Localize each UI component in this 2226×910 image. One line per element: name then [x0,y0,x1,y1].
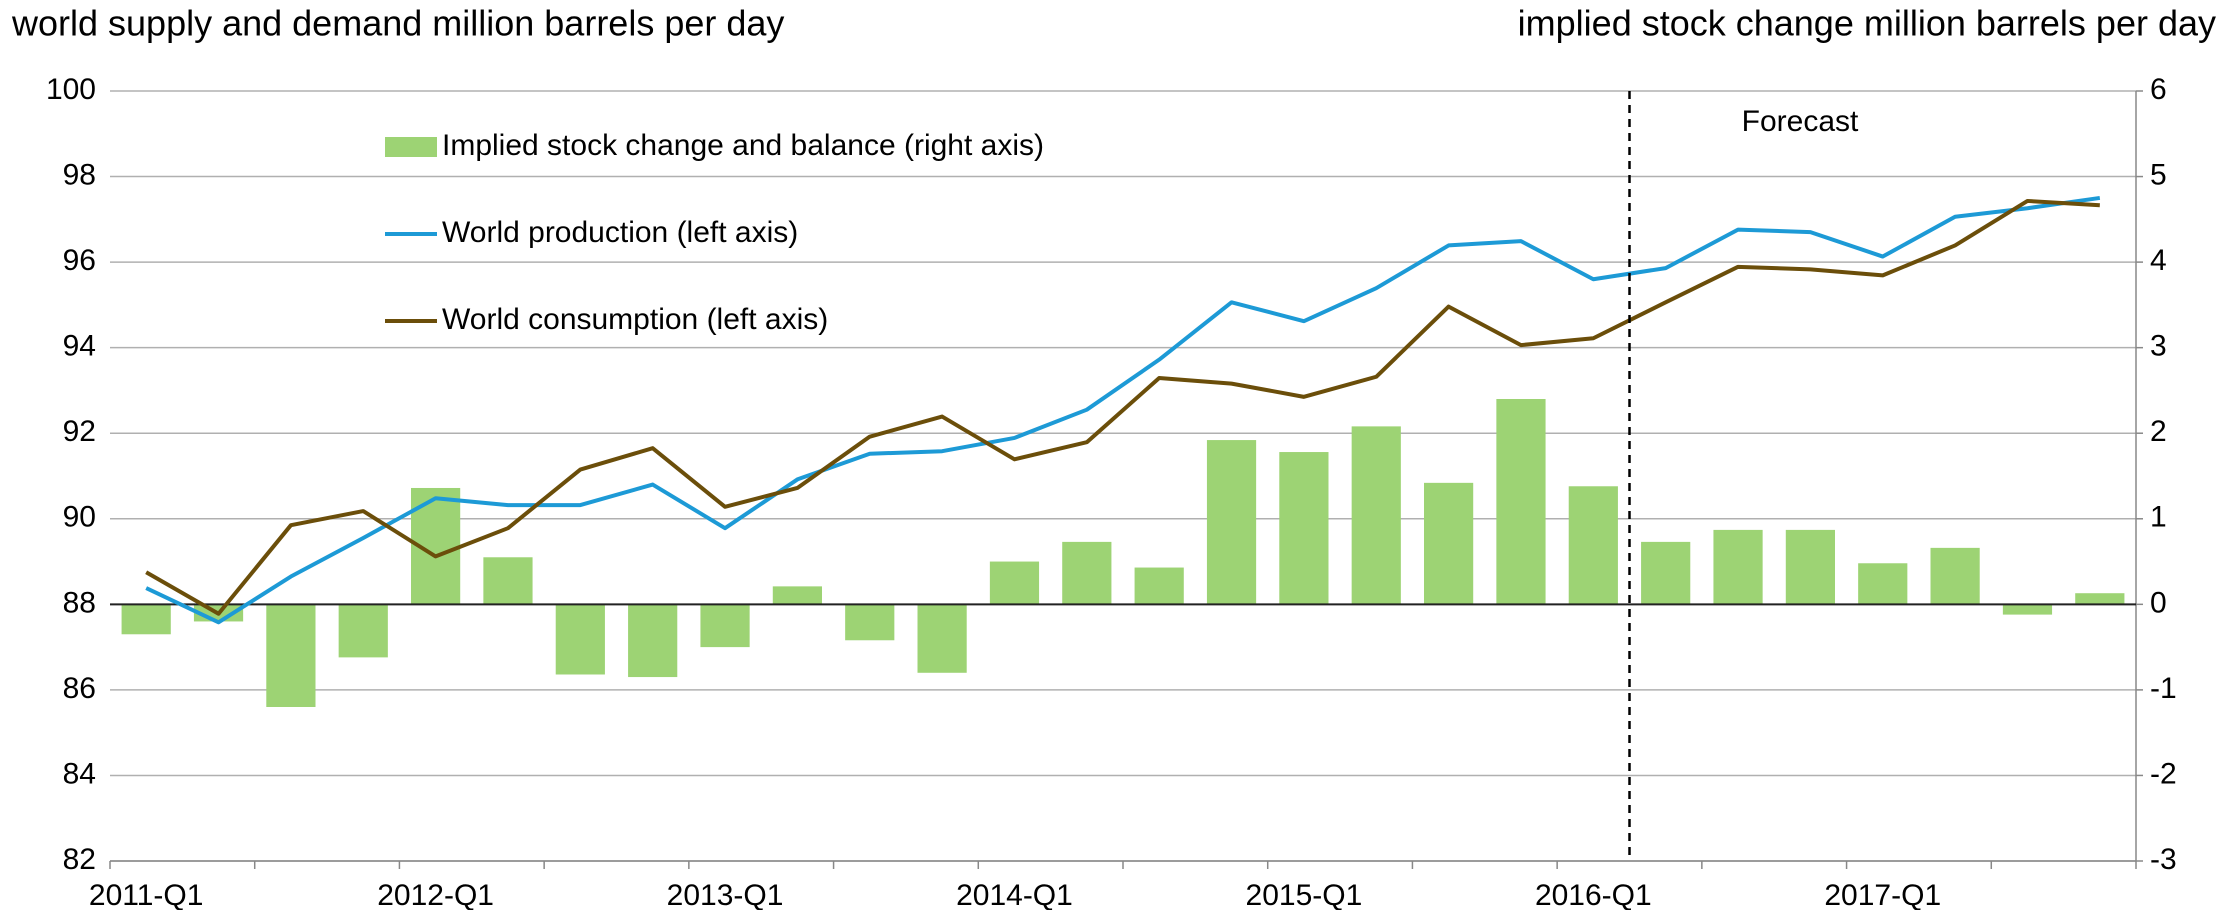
x-tick-label: 2014-Q1 [956,879,1073,910]
legend-label: Implied stock change and balance (right … [442,129,1044,162]
x-tick-label: 2015-Q1 [1246,879,1363,910]
x-tick-label: 2012-Q1 [377,879,494,910]
bar [483,557,533,605]
bar [2002,604,2053,615]
bar [555,604,605,675]
bar [1641,541,1691,605]
y-tick-label: 90 [63,501,96,534]
y2-axis-title: implied stock change million barrels per… [1518,3,2216,44]
y-axis-title: world supply and demand million barrels … [11,3,784,44]
bar [1134,567,1184,605]
bar [628,604,678,678]
bar [1206,440,1257,605]
y2-tick-label: -3 [2150,843,2177,876]
bar [1351,426,1401,605]
bar [1785,529,1835,605]
y-tick-label: 88 [63,586,96,619]
bar [266,604,316,707]
legend-label: World consumption (left axis) [442,303,828,336]
legend-swatch [385,137,437,157]
y2-tick-label: 6 [2150,73,2167,106]
y2-tick-label: 2 [2150,415,2167,448]
bar [1496,399,1546,605]
bar [917,604,967,673]
y2-tick-label: 1 [2150,501,2167,534]
x-tick-label: 2013-Q1 [667,879,784,910]
bar [338,604,388,658]
y-tick-label: 92 [63,415,96,448]
bar [845,604,895,641]
bar [121,604,171,635]
annotation: Forecast [1742,105,1859,138]
y-tick-label: 86 [63,672,96,705]
bar [989,561,1040,605]
bar [2075,593,2125,605]
bar [700,604,750,648]
y-tick-label: 94 [63,330,96,363]
bar [1858,563,1908,605]
bar [1713,529,1763,605]
y-tick-label: 100 [46,73,96,106]
y2-tick-label: 5 [2150,158,2167,191]
y-tick-label: 96 [63,244,96,277]
x-tick-label: 2011-Q1 [89,879,204,910]
bar [1424,482,1474,605]
bar [1568,486,1618,605]
bar [1279,452,1329,605]
y2-tick-label: -1 [2150,672,2177,705]
x-tick-label: 2016-Q1 [1535,879,1652,910]
line [145,198,2100,616]
y2-tick-label: 0 [2150,586,2167,619]
y-tick-label: 98 [63,158,96,191]
y2-tick-label: 3 [2150,330,2167,363]
bar [1930,547,1980,605]
y-tick-label: 84 [63,757,96,790]
line [145,195,2101,625]
bar [1062,541,1112,605]
legend-label: World production (left axis) [442,216,798,249]
y-tick-label: 82 [63,843,96,876]
y2-tick-label: -2 [2150,757,2177,790]
x-tick-label: 2017-Q1 [1824,879,1941,910]
y2-tick-label: 4 [2150,244,2167,277]
bar [772,586,822,605]
